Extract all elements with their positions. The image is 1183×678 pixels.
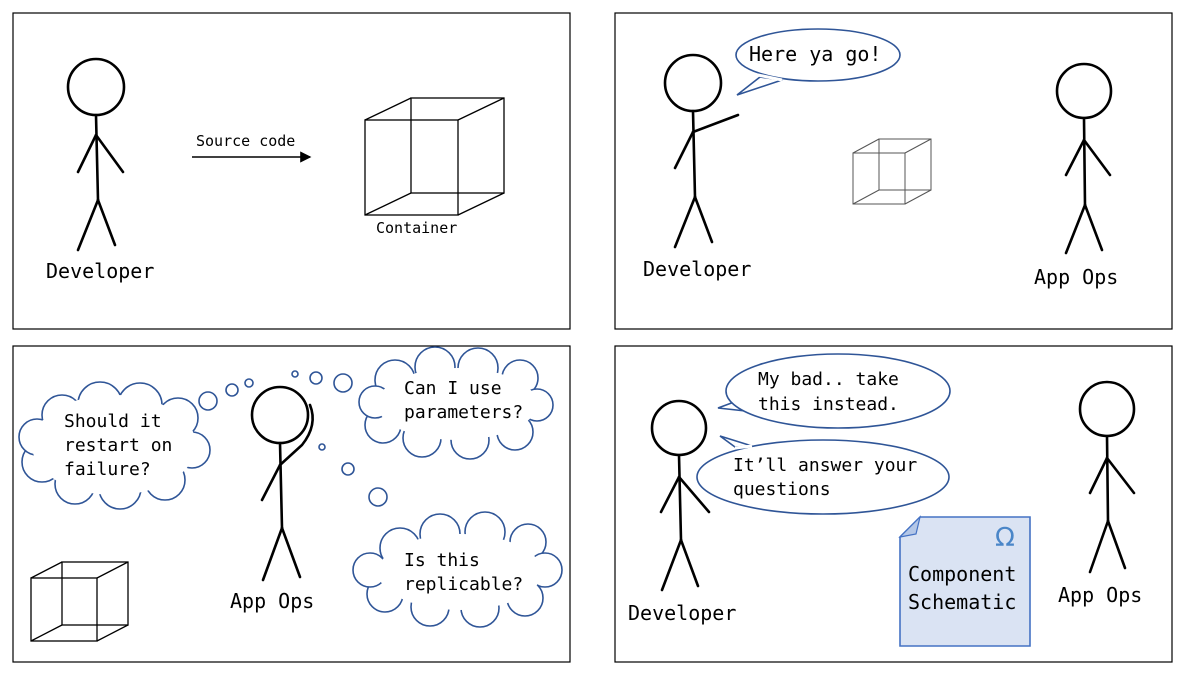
thought-bottom-right-line-1: Is this bbox=[404, 550, 480, 571]
developer-label: Developer bbox=[643, 257, 751, 281]
speech-top-line-2: this instead. bbox=[758, 394, 899, 415]
thought-top-right-line-2: parameters? bbox=[404, 402, 523, 423]
appops-figure bbox=[250, 385, 314, 582]
speech-bubble: Here ya go! bbox=[735, 28, 901, 96]
svg-text:Should it restart on: Should it restart on failure? bbox=[64, 411, 183, 480]
thought-cloud-bottom-right: Is this replicable? bbox=[352, 511, 563, 628]
container-label: Container bbox=[376, 219, 457, 237]
appops-label: App Ops bbox=[1058, 583, 1142, 607]
omega-icon: Ω bbox=[995, 523, 1015, 553]
speech-top-line-1: My bad.. take bbox=[758, 369, 899, 390]
container-cube-icon bbox=[364, 97, 505, 216]
svg-text:Is this replicable?: Is this replicable? bbox=[404, 550, 523, 595]
document-title-line-2: Schematic bbox=[908, 590, 1016, 614]
thought-left-line-3: failure? bbox=[64, 459, 151, 480]
thought-cloud-top-right: Can I use parameters? bbox=[358, 346, 554, 460]
developer-figure bbox=[663, 53, 740, 249]
speech-bubble-top: My bad.. take this instead. bbox=[717, 353, 951, 429]
appops-label: App Ops bbox=[230, 589, 314, 613]
svg-text:It’ll answer your ques: It’ll answer your questions bbox=[733, 455, 928, 500]
thought-left-line-2: restart on bbox=[64, 435, 172, 456]
panel-2: Developer Here ya go! App Ops bbox=[614, 12, 1173, 330]
arrow-label: Source code bbox=[196, 132, 295, 150]
panel-4: Developer My bad.. take this instead. It… bbox=[614, 345, 1173, 663]
container-cube-icon bbox=[30, 561, 129, 642]
developer-label: Developer bbox=[628, 601, 736, 625]
document-title-line-1: Component bbox=[908, 562, 1016, 586]
speech-bottom-line-1: It’ll answer your bbox=[733, 455, 917, 476]
thought-trail-top-right bbox=[291, 370, 353, 393]
developer-figure bbox=[650, 399, 711, 592]
appops-label: App Ops bbox=[1034, 265, 1118, 289]
speech-bottom-line-2: questions bbox=[733, 479, 831, 500]
document-icon: Ω Component Schematic bbox=[898, 515, 1031, 647]
thought-trail-left bbox=[198, 378, 254, 411]
developer-label: Developer bbox=[46, 259, 154, 283]
appops-figure bbox=[1078, 380, 1136, 574]
container-cube-icon bbox=[852, 138, 932, 205]
svg-text:My bad.. take this ins: My bad.. take this instead. bbox=[758, 369, 910, 415]
svg-text:Can I use parameters?: Can I use parameters? bbox=[404, 378, 523, 423]
panel-1: Developer Source code Container bbox=[12, 12, 571, 330]
thought-bottom-right-line-2: replicable? bbox=[404, 574, 523, 595]
speech-text: Here ya go! bbox=[749, 42, 881, 66]
panel-3: Should it restart on failure? bbox=[12, 345, 571, 663]
thought-trail-bottom-right bbox=[318, 443, 388, 507]
developer-figure bbox=[66, 57, 126, 252]
thought-cloud-left: Should it restart on failure? bbox=[18, 381, 211, 510]
thought-left-line-1: Should it bbox=[64, 411, 162, 432]
panel-1-frame bbox=[12, 12, 571, 330]
appops-figure bbox=[1055, 62, 1113, 255]
speech-bubble-bottom: It’ll answer your questions bbox=[696, 435, 950, 515]
thought-top-right-line-1: Can I use bbox=[404, 378, 502, 399]
